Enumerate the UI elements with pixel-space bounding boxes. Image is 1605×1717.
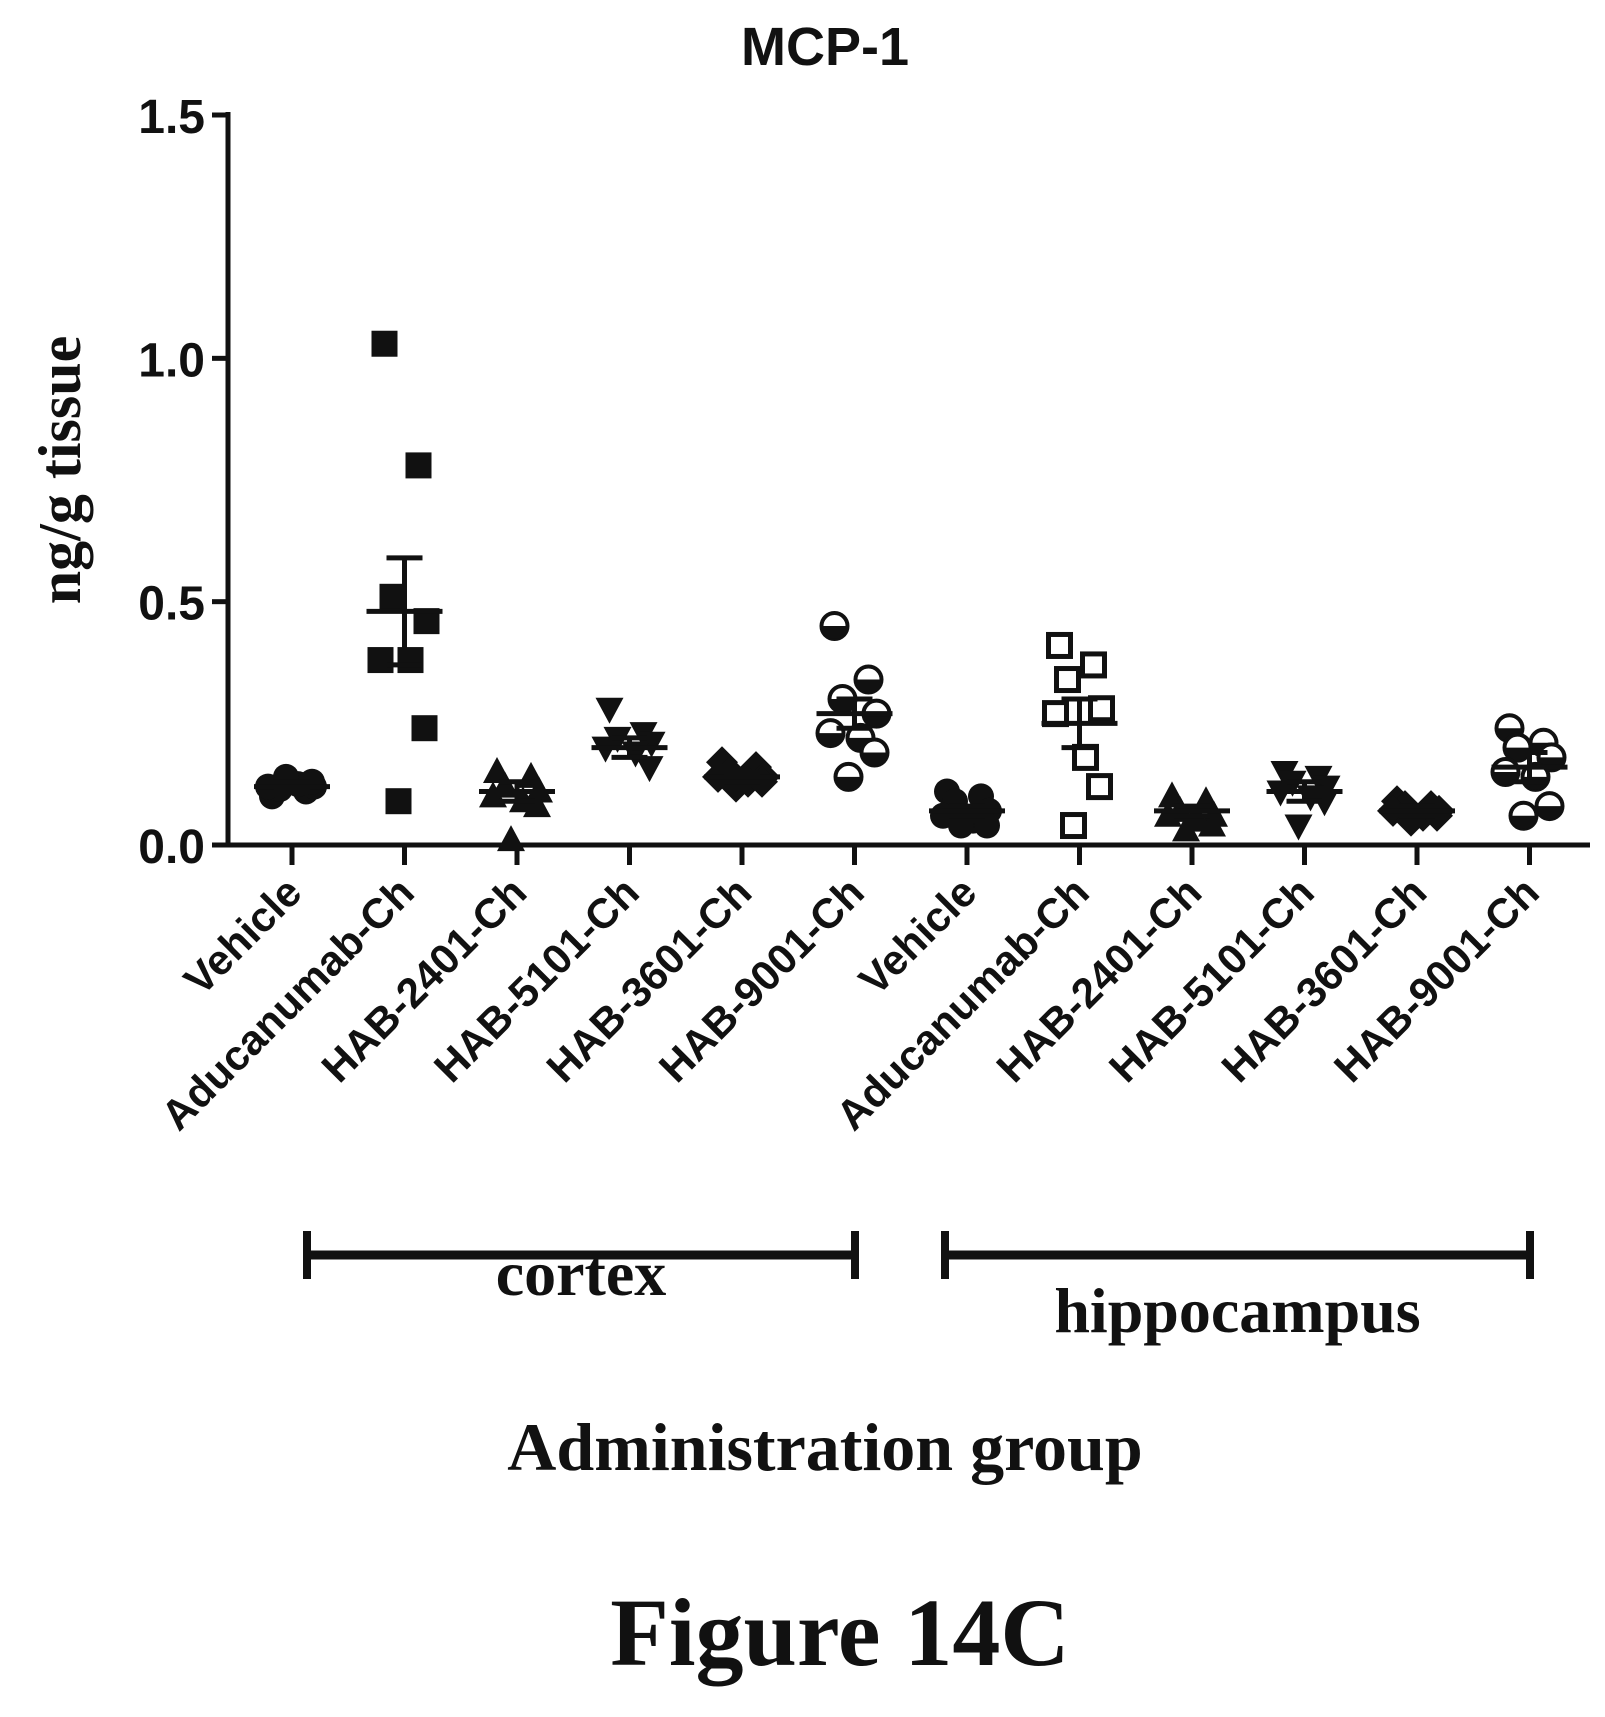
data-point [1080,651,1107,679]
y-tick-label: 0.5 [138,578,205,631]
data-point [497,825,525,852]
region-group-brackets: cortex hippocampus [303,1231,1534,1346]
x-axis-ticks: VehicleAducanumab-ChHAB-2401-ChHAB-5101-… [152,845,1548,1139]
y-tick-label: 1.5 [138,91,205,144]
data-point [1198,810,1226,837]
data-point [819,611,850,641]
marker-fill [863,713,890,727]
marker-fill [1536,806,1563,820]
data-point [1054,666,1081,694]
data-point [1502,732,1533,763]
data-point [974,812,1000,839]
y-tick-label: 0.0 [138,821,205,874]
data-point [1088,695,1115,723]
data-point [948,812,974,839]
data-point [859,737,890,768]
data-point [1154,800,1182,827]
data-point [833,761,864,792]
data-point [853,664,884,695]
data-point [815,718,846,749]
data-points [255,330,1567,852]
y-axis-ticks: 0.0 0.5 1.0 1.5 [138,91,228,874]
y-axis-label: ng/g tissue [27,336,93,604]
data-point [1534,791,1565,822]
data-point [1086,773,1113,801]
data-point [635,756,664,783]
y-tick-label: 1.0 [138,334,205,387]
x-tick-label: HAB-9001-Ch [650,868,873,1091]
chart-title: MCP-1 [741,17,909,77]
data-point [1046,631,1073,659]
data-point [385,788,412,815]
marker-fill [1510,815,1537,829]
data-point [595,697,624,724]
data-point [397,647,424,674]
marker-fill [855,679,882,693]
x-axis-label: Administration group [507,1409,1142,1485]
marker-fill [829,699,856,713]
marker-fill [835,776,862,790]
data-point [405,452,432,479]
mean-sem-bars [254,555,1568,819]
data-point [411,715,438,742]
group-label: hippocampus [1054,1275,1420,1346]
data-point [1310,790,1339,817]
marker-fill [817,733,844,747]
data-point [379,583,406,610]
data-point [1284,814,1313,841]
data-point [1060,812,1087,840]
data-point [1172,815,1200,842]
figure-label: Figure 14C [610,1579,1070,1686]
marker-fill [821,626,848,639]
data-point [371,330,398,357]
data-point [1508,800,1539,831]
data-point [523,791,551,818]
data-point [367,647,394,674]
marker-fill [861,752,888,766]
group-label: cortex [496,1238,667,1309]
x-tick-label: HAB-9001-Ch [1325,868,1548,1091]
